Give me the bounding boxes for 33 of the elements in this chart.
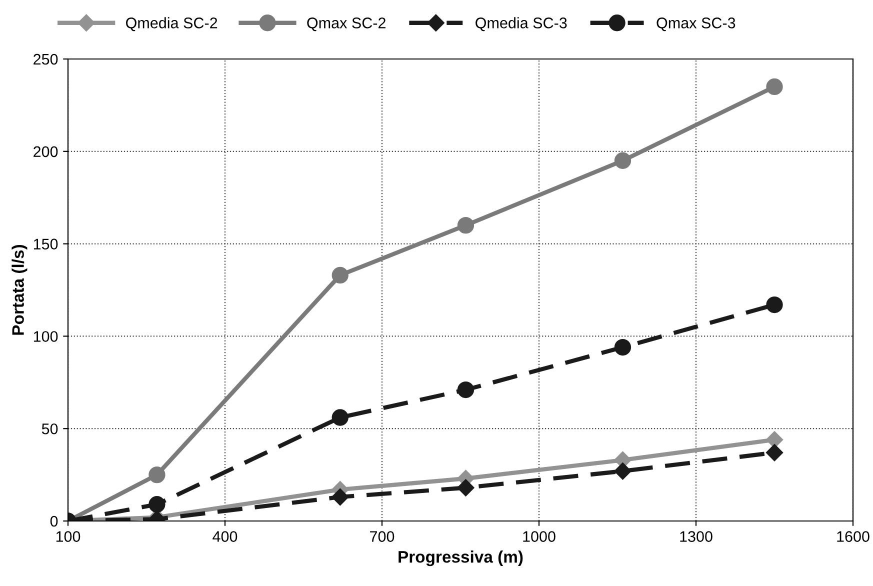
point bbox=[766, 296, 783, 314]
point bbox=[614, 152, 632, 169]
legend-label: Qmedia SC-3 bbox=[476, 17, 567, 32]
x-tick-label: 700 bbox=[370, 531, 394, 542]
legend-label: Qmax SC-3 bbox=[656, 18, 736, 32]
point bbox=[766, 444, 784, 462]
point bbox=[766, 431, 784, 448]
point bbox=[614, 462, 632, 480]
y-tick-label: 150 bbox=[34, 238, 58, 250]
y-axis-title: Portata (l/s) bbox=[12, 244, 28, 335]
legend-label: Qmedia SC-2 bbox=[126, 17, 218, 32]
point bbox=[332, 266, 348, 284]
x-tick-label: 400 bbox=[212, 531, 238, 542]
y-tick-label: 250 bbox=[34, 54, 58, 65]
x-axis-title: Progressiva (m) bbox=[398, 550, 523, 566]
x-tick-label: 1000 bbox=[523, 531, 556, 542]
point bbox=[332, 409, 348, 426]
y-tick-label: 50 bbox=[42, 423, 58, 434]
y-tick-label: 100 bbox=[34, 331, 58, 342]
legend-label: Qmax SC-2 bbox=[307, 18, 386, 32]
x-tick-label: 1300 bbox=[680, 531, 712, 542]
point bbox=[457, 479, 474, 496]
point bbox=[332, 488, 349, 506]
point bbox=[457, 216, 474, 234]
point bbox=[766, 78, 783, 96]
point bbox=[148, 496, 166, 513]
point bbox=[457, 381, 474, 398]
point bbox=[614, 338, 632, 356]
y-tick-label: 200 bbox=[34, 146, 58, 158]
x-tick-label: 100 bbox=[56, 531, 80, 542]
x-tick-label: 1600 bbox=[837, 531, 870, 542]
y-tick-label: 0 bbox=[50, 516, 58, 527]
point bbox=[148, 466, 166, 484]
